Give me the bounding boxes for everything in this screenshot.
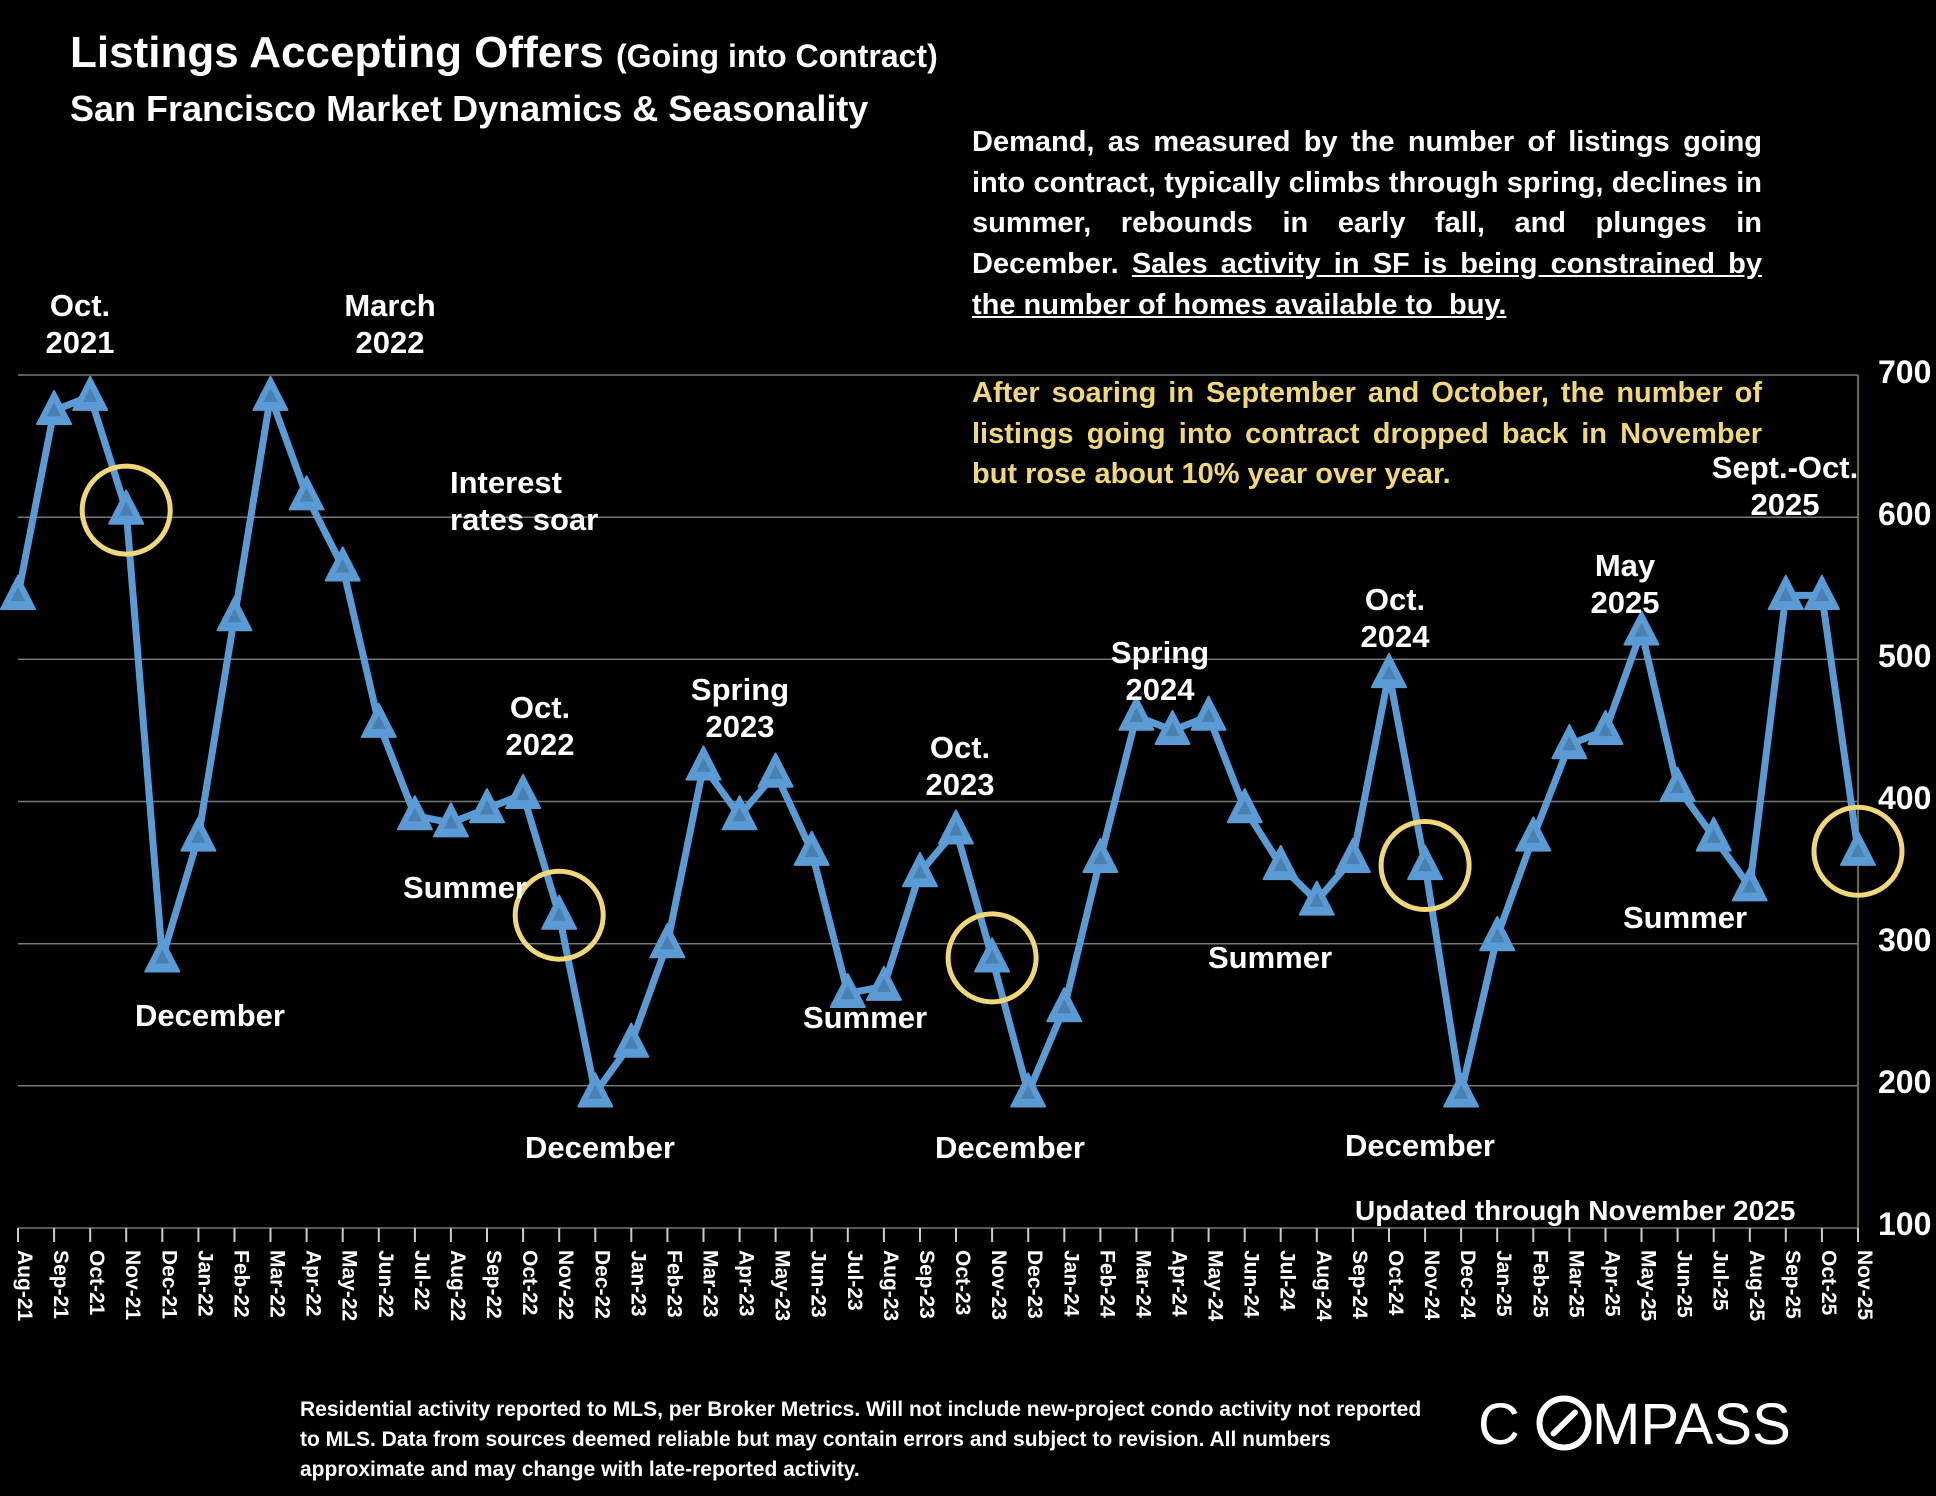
svg-text:Aug-24: Aug-24	[1312, 1250, 1335, 1321]
svg-text:Aug-25: Aug-25	[1745, 1250, 1768, 1321]
svg-text:May-23: May-23	[771, 1250, 794, 1321]
svg-text:Sep-22: Sep-22	[482, 1250, 505, 1319]
svg-text:Dec-23: Dec-23	[1023, 1250, 1046, 1319]
svg-text:Mar-24: Mar-24	[1131, 1250, 1154, 1318]
svg-text:Jul-22: Jul-22	[410, 1250, 433, 1311]
svg-text:Feb-24: Feb-24	[1095, 1250, 1118, 1318]
svg-text:Jul-24: Jul-24	[1276, 1250, 1299, 1311]
svg-text:May-24: May-24	[1204, 1250, 1227, 1322]
svg-text:Feb-25: Feb-25	[1528, 1250, 1551, 1318]
svg-text:Jul-25: Jul-25	[1709, 1250, 1732, 1311]
svg-text:Oct-23: Oct-23	[951, 1250, 974, 1315]
svg-text:Oct-25: Oct-25	[1817, 1250, 1840, 1316]
svg-text:Apr-24: Apr-24	[1168, 1250, 1191, 1317]
svg-text:MPASS: MPASS	[1592, 1392, 1791, 1457]
svg-text:Dec-22: Dec-22	[590, 1250, 613, 1319]
svg-text:Nov-23: Nov-23	[987, 1250, 1010, 1320]
svg-text:Jun-24: Jun-24	[1240, 1250, 1263, 1318]
svg-text:Mar-22: Mar-22	[266, 1250, 289, 1318]
svg-text:Jan-24: Jan-24	[1059, 1250, 1082, 1317]
svg-text:Dec-21: Dec-21	[157, 1250, 180, 1319]
svg-text:Nov-22: Nov-22	[554, 1250, 577, 1320]
svg-text:Aug-22: Aug-22	[446, 1250, 469, 1321]
svg-text:Jun-23: Jun-23	[807, 1250, 830, 1318]
svg-text:May-22: May-22	[338, 1250, 361, 1321]
svg-text:Apr-22: Apr-22	[302, 1250, 325, 1317]
svg-text:Apr-23: Apr-23	[735, 1250, 758, 1317]
svg-text:Sep-21: Sep-21	[49, 1250, 72, 1319]
svg-text:Jul-23: Jul-23	[843, 1250, 866, 1311]
svg-text:Nov-25: Nov-25	[1853, 1250, 1876, 1320]
svg-text:Nov-24: Nov-24	[1420, 1250, 1443, 1320]
svg-text:C: C	[1478, 1392, 1520, 1457]
svg-text:Aug-23: Aug-23	[879, 1250, 902, 1321]
svg-text:Jun-22: Jun-22	[374, 1250, 397, 1318]
svg-text:Dec-24: Dec-24	[1456, 1250, 1479, 1319]
svg-text:May-25: May-25	[1637, 1250, 1660, 1322]
svg-text:Jan-25: Jan-25	[1492, 1250, 1515, 1317]
svg-text:Oct-21: Oct-21	[85, 1250, 108, 1316]
svg-text:Sep-23: Sep-23	[915, 1250, 938, 1319]
svg-text:Jan-22: Jan-22	[193, 1250, 216, 1317]
svg-text:Mar-25: Mar-25	[1564, 1250, 1587, 1318]
svg-text:Feb-23: Feb-23	[662, 1250, 685, 1318]
svg-text:Sep-24: Sep-24	[1348, 1250, 1371, 1319]
svg-text:Oct-24: Oct-24	[1384, 1250, 1407, 1316]
svg-text:Feb-22: Feb-22	[230, 1250, 253, 1318]
svg-text:Apr-25: Apr-25	[1601, 1250, 1624, 1317]
svg-text:Nov-21: Nov-21	[121, 1250, 144, 1320]
svg-text:Jan-23: Jan-23	[626, 1250, 649, 1317]
svg-text:Oct-22: Oct-22	[518, 1250, 541, 1315]
svg-text:Jun-25: Jun-25	[1673, 1250, 1696, 1318]
svg-text:Sep-25: Sep-25	[1781, 1250, 1804, 1319]
svg-text:Mar-23: Mar-23	[699, 1250, 722, 1318]
svg-text:Aug-21: Aug-21	[13, 1250, 36, 1321]
